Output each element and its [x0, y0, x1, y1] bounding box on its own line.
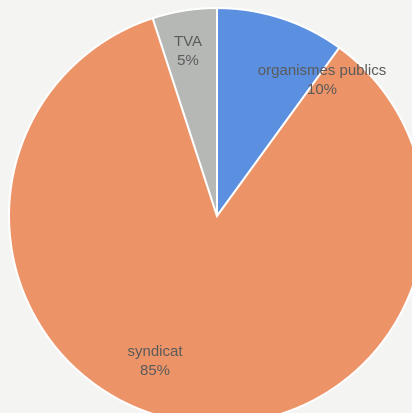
pie-slice-tva [151, 6, 218, 217]
slice-label-organismes-publics: organismes publics 10% [258, 61, 386, 99]
slice-value-syndicat: 85% [139, 362, 171, 379]
slice-label-syndicat: syndicat 85% [127, 342, 182, 380]
slice-value-tva: 5% [177, 52, 199, 69]
slice-value-organismes-publics: 10% [306, 81, 338, 98]
pie-slice-organismes-publics [216, 6, 341, 220]
pie-slice-syndicat [8, 16, 412, 413]
slice-category-syndicat: syndicat [127, 343, 183, 360]
slice-label-tva: TVA 5% [174, 32, 202, 70]
slice-category-organismes-publics: organismes publics [257, 62, 387, 79]
slice-category-tva: TVA [173, 33, 203, 50]
